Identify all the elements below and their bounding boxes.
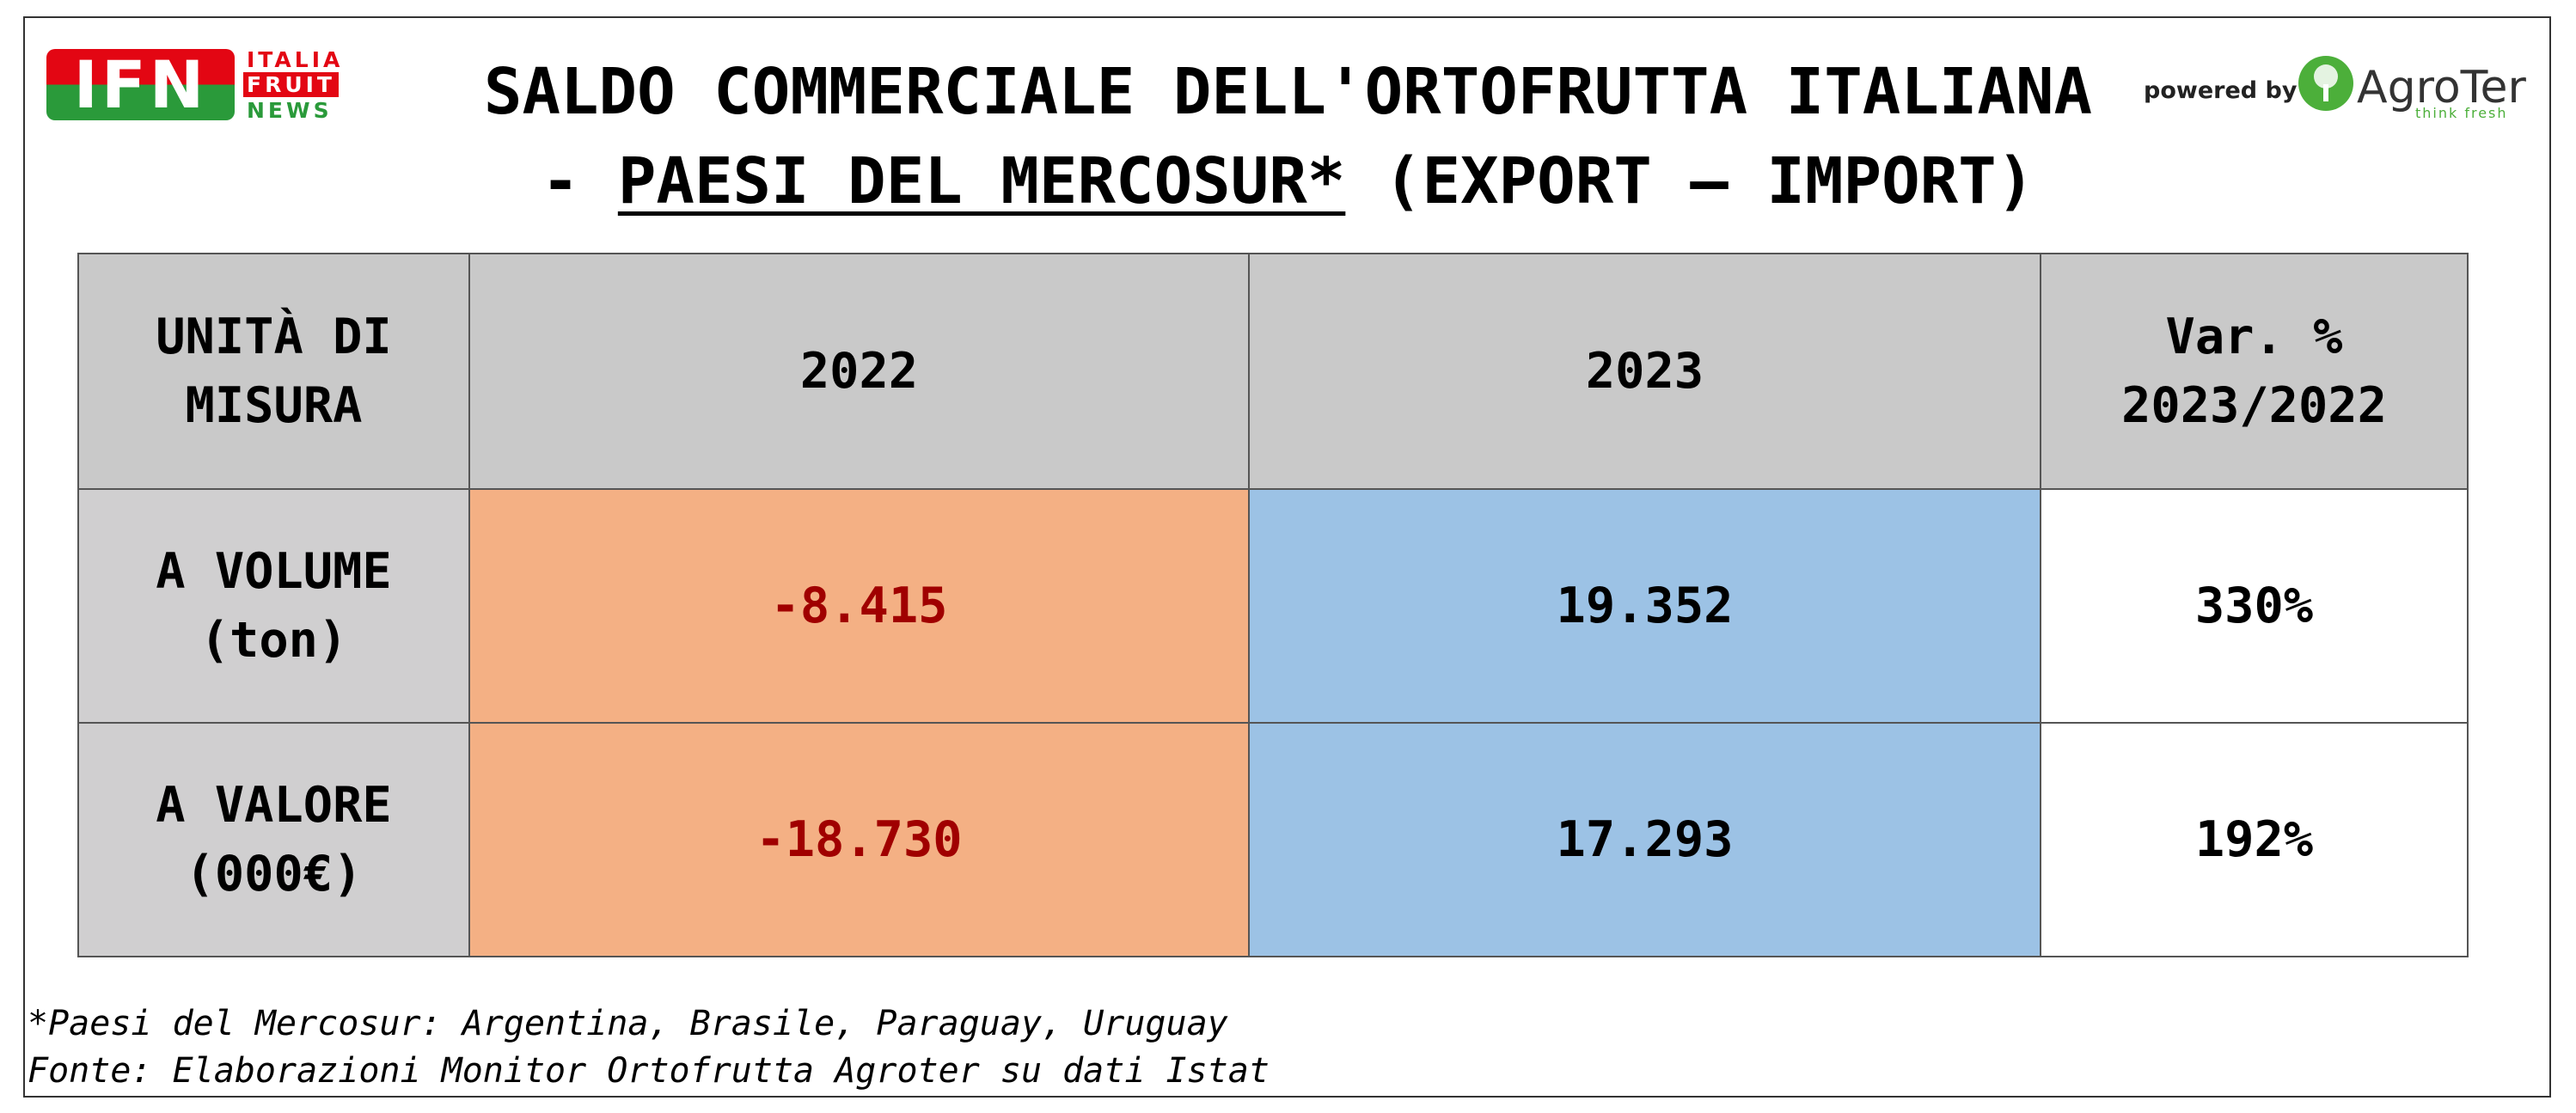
title-text: SALDO COMMERCIALE DELL'ORTOFRUTTA ITALIA… — [483, 55, 2093, 129]
agroter-icon — [2298, 56, 2353, 111]
frame — [23, 16, 2551, 1098]
data-table: UNITÀ DI MISURA 2022 2023 Var. % 2023/20… — [77, 253, 2469, 957]
powered-by: powered by — [2144, 77, 2298, 104]
title-text: (EXPORT – IMPORT) — [1383, 144, 2035, 218]
logo-line: NEWS — [247, 98, 333, 123]
footnote: Fonte: Elaborazioni Monitor Ortofrutta A… — [28, 1051, 1270, 1091]
title-line: SALDO COMMERCIALE DELL'ORTOFRUTTA ITALIA… — [0, 55, 2576, 129]
header-row: UNITÀ DI MISURA 2022 2023 Var. % 2023/20… — [77, 253, 2469, 490]
title-emphasis: PAESI DEL MERCOSUR* — [617, 144, 1346, 218]
column-header: Var. % 2023/2022 — [2040, 253, 2469, 490]
column-header: 2022 — [468, 253, 1250, 490]
agroter-tagline: think fresh — [2415, 105, 2508, 121]
cell-2023: 19.352 — [1248, 488, 2041, 724]
column-header: UNITÀ DI MISURA — [77, 253, 470, 490]
row-label: A VOLUME (ton) — [77, 488, 470, 724]
logo-mark: IFN — [46, 49, 235, 120]
cell-variation: 330% — [2040, 488, 2469, 724]
logo-line: FRUIT — [243, 72, 339, 97]
agroter-name: AgroTer — [2357, 62, 2526, 113]
column-header: 2023 — [1248, 253, 2041, 490]
cell-2022: -8.415 — [468, 488, 1250, 724]
cell-variation: 192% — [2040, 722, 2469, 957]
row-label: A VALORE (000€) — [77, 722, 470, 957]
logo-line: ITALIA — [247, 47, 344, 72]
cell-2022: -18.730 — [468, 722, 1250, 957]
title-line: - PAESI DEL MERCOSUR* (EXPORT – IMPORT) — [0, 144, 2576, 218]
title-text: - — [541, 144, 580, 218]
table-row: A VALORE (000€) -18.730 17.293 192% — [77, 722, 2469, 957]
footnote: *Paesi del Mercosur: Argentina, Brasile,… — [28, 1004, 1228, 1043]
table-row: A VOLUME (ton) -8.415 19.352 330% — [77, 488, 2469, 724]
cell-2023: 17.293 — [1248, 722, 2041, 957]
